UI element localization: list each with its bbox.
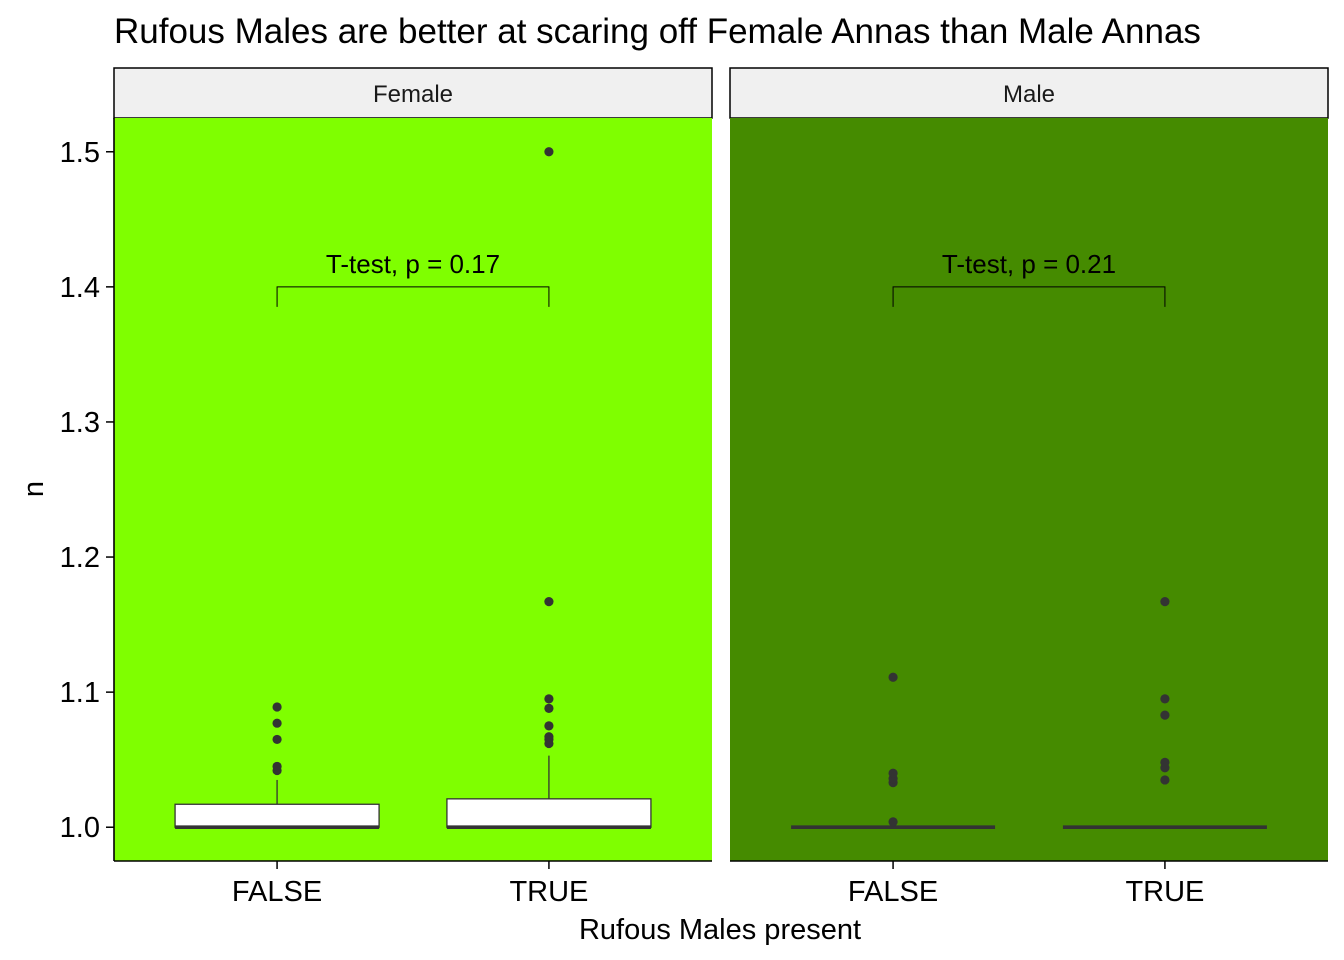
- significance-bracket: [276, 286, 550, 307]
- y-tick-label: 1.2: [60, 542, 100, 574]
- panels: Female FALSE TRUE T-test, p = 0.17 Male FALSE…: [113, 67, 1329, 908]
- y-axis: 1.0 1.1 1.2 1.3 1.4 1.5: [60, 118, 115, 861]
- x-tick-label: TRUE: [1125, 876, 1204, 908]
- box-group-false: FALSE: [174, 702, 380, 908]
- outlier-point: [544, 694, 554, 704]
- outlier-point: [888, 817, 898, 827]
- x-tick-label: TRUE: [509, 876, 588, 908]
- y-tick-label: 1.5: [60, 137, 100, 169]
- outlier-point: [544, 147, 554, 157]
- outlier-point: [272, 718, 282, 728]
- x-axis-label: Rufous Males present: [579, 914, 861, 946]
- box: [446, 798, 652, 828]
- outlier-point: [272, 702, 282, 712]
- significance-label: T-test, p = 0.21: [942, 249, 1116, 279]
- facet-strip: [729, 67, 1329, 119]
- outlier-point: [544, 721, 554, 731]
- facet-strip-label: Male: [1003, 81, 1055, 108]
- panel-background: [114, 118, 712, 861]
- chart-title: Rufous Males are better at scaring off F…: [114, 12, 1201, 51]
- box-group-true: TRUE: [446, 147, 652, 908]
- outlier-point: [272, 761, 282, 772]
- y-tick-label: 1.0: [60, 812, 100, 844]
- facet-strip: [113, 67, 713, 119]
- facet-panel-female: Female FALSE TRUE T-test, p = 0.17: [113, 67, 713, 908]
- panel-background: [730, 118, 1328, 861]
- y-tick-label: 1.1: [60, 677, 100, 709]
- outlier-point: [544, 732, 554, 742]
- y-tick-label: 1.3: [60, 407, 100, 439]
- outlier-point: [1160, 757, 1170, 767]
- box: [174, 803, 380, 828]
- outlier-point: [1160, 597, 1170, 607]
- outlier-point: [272, 734, 282, 745]
- x-tick-label: FALSE: [232, 876, 322, 908]
- outlier-point: [544, 597, 554, 607]
- significance-label: T-test, p = 0.17: [326, 249, 500, 279]
- x-tick-label: FALSE: [848, 876, 938, 908]
- y-tick-label: 1.4: [60, 272, 100, 304]
- y-axis-label: n: [18, 481, 50, 497]
- outlier-point: [888, 672, 898, 682]
- significance-bracket: [892, 286, 1166, 307]
- outlier-point: [544, 703, 554, 713]
- outlier-point: [888, 768, 898, 778]
- outlier-point: [1160, 710, 1170, 720]
- box-group-false: FALSE: [791, 672, 996, 908]
- outlier-point: [1160, 775, 1170, 785]
- box-group-true: TRUE: [1062, 597, 1267, 908]
- facet-strip-label: Female: [373, 81, 453, 108]
- facet-panel-male: Male FALSE TRUE T-test, p = 0.21: [729, 67, 1329, 908]
- outlier-point: [1160, 694, 1170, 704]
